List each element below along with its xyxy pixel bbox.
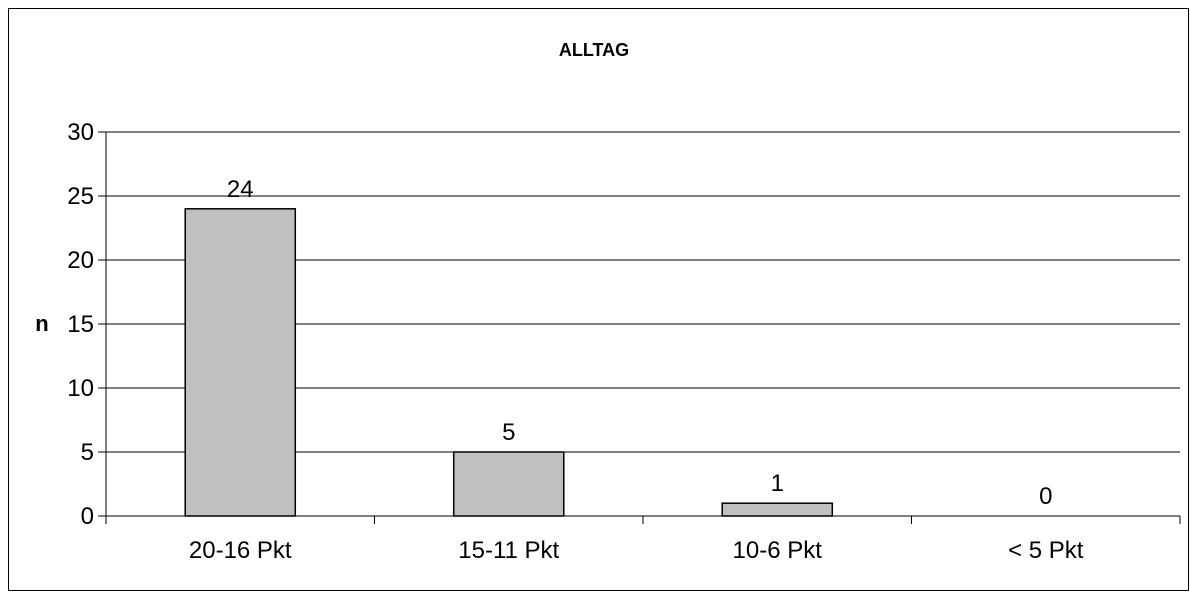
y-tick-label-0: 0 bbox=[81, 503, 94, 530]
y-tick-label-15: 15 bbox=[67, 311, 94, 338]
bar-0 bbox=[184, 208, 297, 517]
x-category-label-3: < 5 Pkt bbox=[1008, 537, 1084, 564]
bars bbox=[184, 208, 834, 517]
y-axis-label: n bbox=[35, 311, 48, 336]
axes bbox=[98, 131, 1181, 524]
x-category-label-1: 15-11 Pkt bbox=[458, 537, 559, 564]
data-label-0: 24 bbox=[227, 176, 254, 203]
y-tick-label-25: 25 bbox=[67, 183, 94, 210]
y-tick-label-30: 30 bbox=[67, 119, 94, 146]
chart-title: ALLTAG bbox=[559, 40, 629, 60]
bar-1 bbox=[452, 451, 565, 517]
y-tick-label-10: 10 bbox=[67, 375, 94, 402]
data-label-3: 0 bbox=[1039, 483, 1052, 510]
bar-2 bbox=[721, 502, 834, 517]
data-label-1: 5 bbox=[502, 419, 515, 446]
x-category-label-0: 20-16 Pkt bbox=[189, 537, 292, 564]
y-tick-label-20: 20 bbox=[67, 247, 94, 274]
data-label-2: 1 bbox=[771, 470, 784, 497]
labels: 0 5 10 15 20 25 30 24 20-16 Pkt 5 15-11 Pkt 1 10-6 P… bbox=[67, 119, 1083, 564]
y-tick-label-5: 5 bbox=[81, 439, 94, 466]
x-category-label-2: 10-6 Pkt bbox=[733, 537, 823, 564]
